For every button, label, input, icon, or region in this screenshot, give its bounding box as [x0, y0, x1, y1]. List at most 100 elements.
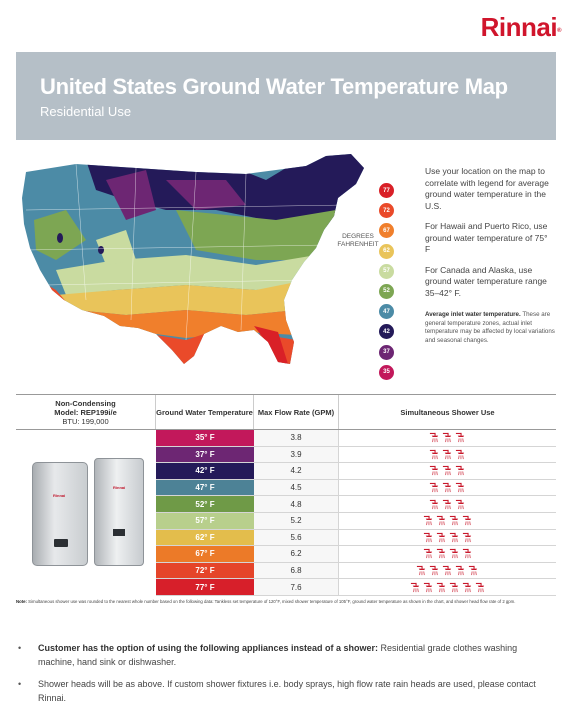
rinnai-logo: Rinnai® — [480, 12, 562, 43]
page-title: United States Ground Water Temperature M… — [40, 74, 508, 99]
shower-icon — [429, 565, 439, 576]
table-row: 77° F 7.6 — [156, 579, 556, 596]
shower-header: Simultaneous Shower Use — [400, 407, 495, 417]
shower-icon — [416, 565, 426, 576]
temp-cell: 62° F — [156, 529, 254, 546]
legend-caption-line1: DEGREES — [342, 233, 374, 240]
temp-header: Ground Water Temperature — [156, 395, 254, 429]
water-heater-unit-angle: Rinnai — [94, 458, 144, 566]
bullet-appliances-text: Residential grade clothes washing machin… — [38, 643, 518, 667]
legend-caption: DEGREES FAHRENHEIT — [337, 233, 379, 249]
bullet-list: Customer has the option of using the fol… — [16, 641, 556, 713]
legend-stop: 57 — [379, 263, 394, 279]
unit-display — [113, 529, 125, 536]
legend-note: Average inlet water temperature. These a… — [425, 311, 555, 345]
shower-icon — [455, 449, 465, 460]
footnote-text: Simultaneous shower use was rounded to t… — [26, 599, 516, 604]
legend-stop: 67 — [379, 223, 394, 239]
model-header: Non-Condensing Model: REP199i/e BTU: 199… — [16, 395, 156, 429]
temperature-legend: 77 72 67 62 57 52 47 42 37 35 — [379, 183, 399, 385]
flow-cell: 3.8 — [254, 430, 339, 446]
table-row: 37° F 3.9 — [156, 446, 556, 464]
shower-icon — [449, 532, 458, 542]
table-row: 42° F 4.2 — [156, 463, 556, 480]
shower-icon — [429, 449, 439, 460]
flow-cell: 7.6 — [254, 579, 339, 595]
instruction-canada: For Canada and Alaska, use ground water … — [425, 264, 547, 298]
model-header-line1: Non-Condensing — [55, 398, 116, 408]
table-rows: 35° F 3.8 37° F 3.9 42° F 4.2 47° F 4.5 52° F 4.8… — [156, 430, 556, 596]
shower-icon — [462, 582, 471, 592]
shower-cell — [339, 579, 556, 595]
shower-icon — [449, 549, 458, 559]
table-row: 47° F 4.5 — [156, 479, 556, 497]
bullet-appliances: Customer has the option of using the fol… — [16, 641, 556, 669]
temp-cell: 72° F — [156, 562, 254, 579]
shower-icon — [436, 549, 445, 559]
shower-icon — [429, 433, 439, 443]
registered-mark: ® — [557, 28, 561, 34]
shower-icon — [436, 582, 445, 592]
bullet-appliances-bold: Customer has the option of using the fol… — [38, 643, 379, 653]
flow-cell: 4.2 — [254, 463, 339, 479]
legend-stop: 72 — [379, 203, 394, 219]
flow-cell: 5.2 — [254, 512, 339, 529]
logo-text: Rinnai — [480, 12, 558, 42]
shower-icon — [429, 482, 439, 493]
flow-cell: 4.8 — [254, 496, 339, 512]
shower-icon — [429, 499, 439, 509]
shower-icon — [468, 565, 478, 576]
legend-stop: 35 — [379, 364, 394, 380]
shower-icon — [423, 549, 432, 559]
us-ground-water-map — [22, 154, 364, 364]
instruction-hawaii: For Hawaii and Puerto Rico, use ground w… — [425, 221, 548, 254]
shower-icon — [449, 582, 458, 592]
legend-stop: 77 — [379, 183, 394, 198]
unit-display — [54, 539, 68, 547]
temp-cell: 57° F — [156, 512, 254, 529]
flow-cell: 6.2 — [254, 546, 339, 562]
temp-cell: 37° F — [156, 446, 254, 463]
shower-icon — [442, 482, 452, 493]
shower-icon — [462, 516, 471, 526]
unit-brand-label: Rinnai — [53, 493, 66, 498]
temp-cell: 35° F — [156, 430, 254, 446]
shower-cell — [339, 563, 556, 579]
table-row: 67° F 6.2 — [156, 546, 556, 563]
bullet-shower-heads: Shower heads will be as above. If custom… — [16, 677, 556, 705]
shower-icon — [455, 433, 465, 443]
shower-icon — [436, 516, 445, 526]
product-image: Rinnai Rinnai — [16, 430, 156, 596]
shower-icon — [442, 449, 452, 460]
temp-cell: 52° F — [156, 496, 254, 512]
shower-icon — [442, 565, 452, 576]
shower-cell — [339, 480, 556, 496]
shower-icon — [475, 582, 484, 592]
shower-cell — [339, 546, 556, 562]
flow-cell: 6.8 — [254, 562, 339, 579]
title-banner: United States Ground Water Temperature M… — [16, 52, 556, 140]
shower-icon — [423, 582, 432, 592]
shower-cell — [339, 530, 556, 546]
shower-icon — [423, 516, 432, 526]
legend-stop: 47 — [379, 304, 394, 320]
table-row: 35° F 3.8 — [156, 430, 556, 447]
shower-icon — [410, 582, 419, 592]
flow-cell: 4.5 — [254, 479, 339, 496]
shower-icon — [455, 499, 465, 509]
shower-icon — [442, 499, 452, 509]
shower-cell — [339, 447, 556, 463]
flow-cell: 3.9 — [254, 446, 339, 463]
map-instructions: Use your location on the map to correlat… — [425, 166, 555, 345]
temp-cell: 77° F — [156, 579, 254, 595]
flow-header: Max Flow Rate (GPM) — [254, 395, 339, 429]
shower-cell — [339, 430, 556, 446]
shower-icon — [429, 466, 439, 476]
shower-cell — [339, 513, 556, 529]
unit-brand-label: Rinnai — [113, 485, 126, 490]
shower-icon — [442, 433, 452, 443]
model-header-line2: Model: REP199i/e — [54, 407, 117, 417]
flow-cell: 5.6 — [254, 529, 339, 546]
footnote-label: Note: — [16, 599, 27, 604]
shower-icon — [449, 516, 458, 526]
